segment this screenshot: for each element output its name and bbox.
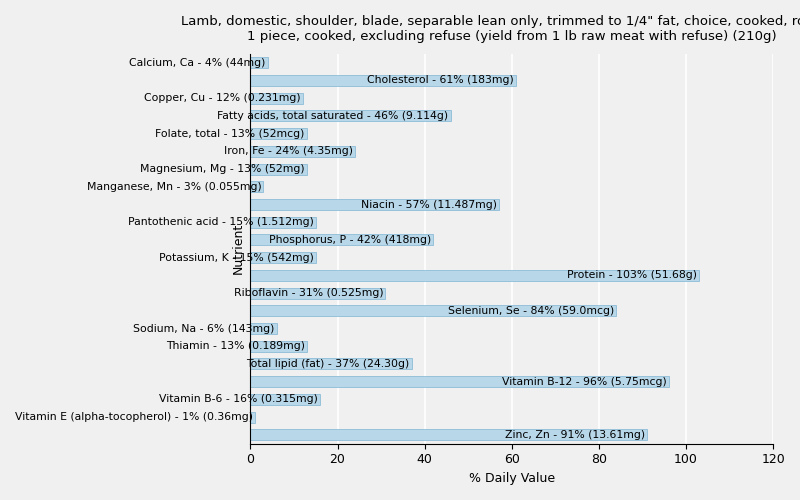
Text: Cholesterol - 61% (183mg): Cholesterol - 61% (183mg) — [367, 76, 514, 86]
Text: Thiamin - 13% (0.189mg): Thiamin - 13% (0.189mg) — [166, 342, 305, 351]
Bar — [250, 75, 516, 86]
Bar — [250, 288, 386, 298]
Bar — [250, 146, 355, 157]
Text: Folate, total - 13% (52mcg): Folate, total - 13% (52mcg) — [155, 128, 305, 138]
Y-axis label: Nutrient: Nutrient — [232, 223, 245, 274]
Text: Total lipid (fat) - 37% (24.30g): Total lipid (fat) - 37% (24.30g) — [246, 359, 410, 369]
Text: Riboflavin - 31% (0.525mg): Riboflavin - 31% (0.525mg) — [234, 288, 383, 298]
Text: Manganese, Mn - 3% (0.055mg): Manganese, Mn - 3% (0.055mg) — [86, 182, 262, 192]
Bar — [250, 164, 307, 174]
Bar — [250, 394, 320, 405]
Bar — [250, 58, 268, 68]
Bar — [250, 412, 254, 422]
Bar — [250, 216, 316, 228]
Text: Sodium, Na - 6% (143mg): Sodium, Na - 6% (143mg) — [133, 324, 274, 334]
Bar — [250, 270, 699, 281]
Text: Magnesium, Mg - 13% (52mg): Magnesium, Mg - 13% (52mg) — [140, 164, 305, 174]
Bar — [250, 341, 307, 352]
Bar — [250, 323, 277, 334]
Text: Pantothenic acid - 15% (1.512mg): Pantothenic acid - 15% (1.512mg) — [128, 217, 314, 227]
Bar — [250, 376, 669, 387]
Text: Potassium, K - 15% (542mg): Potassium, K - 15% (542mg) — [158, 252, 314, 262]
Bar — [250, 92, 302, 104]
Text: Niacin - 57% (11.487mg): Niacin - 57% (11.487mg) — [361, 200, 497, 209]
Title: Lamb, domestic, shoulder, blade, separable lean only, trimmed to 1/4" fat, choic: Lamb, domestic, shoulder, blade, separab… — [182, 15, 800, 43]
X-axis label: % Daily Value: % Daily Value — [469, 472, 555, 485]
Bar — [250, 199, 498, 210]
Bar — [250, 110, 450, 122]
Text: Zinc, Zn - 91% (13.61mg): Zinc, Zn - 91% (13.61mg) — [505, 430, 645, 440]
Bar — [250, 234, 434, 246]
Bar — [250, 252, 316, 263]
Text: Copper, Cu - 12% (0.231mg): Copper, Cu - 12% (0.231mg) — [144, 93, 301, 103]
Text: Iron, Fe - 24% (4.35mg): Iron, Fe - 24% (4.35mg) — [224, 146, 353, 156]
Bar — [250, 358, 411, 370]
Text: Selenium, Se - 84% (59.0mcg): Selenium, Se - 84% (59.0mcg) — [448, 306, 614, 316]
Text: Vitamin E (alpha-tocopherol) - 1% (0.36mg): Vitamin E (alpha-tocopherol) - 1% (0.36m… — [14, 412, 253, 422]
Text: Vitamin B-6 - 16% (0.315mg): Vitamin B-6 - 16% (0.315mg) — [159, 394, 318, 404]
Text: Vitamin B-12 - 96% (5.75mcg): Vitamin B-12 - 96% (5.75mcg) — [502, 376, 666, 386]
Bar — [250, 182, 263, 192]
Text: Phosphorus, P - 42% (418mg): Phosphorus, P - 42% (418mg) — [269, 235, 431, 245]
Bar — [250, 430, 647, 440]
Text: Fatty acids, total saturated - 46% (9.114g): Fatty acids, total saturated - 46% (9.11… — [218, 111, 449, 121]
Bar — [250, 306, 616, 316]
Bar — [250, 128, 307, 139]
Text: Calcium, Ca - 4% (44mg): Calcium, Ca - 4% (44mg) — [130, 58, 266, 68]
Text: Protein - 103% (51.68g): Protein - 103% (51.68g) — [567, 270, 697, 280]
